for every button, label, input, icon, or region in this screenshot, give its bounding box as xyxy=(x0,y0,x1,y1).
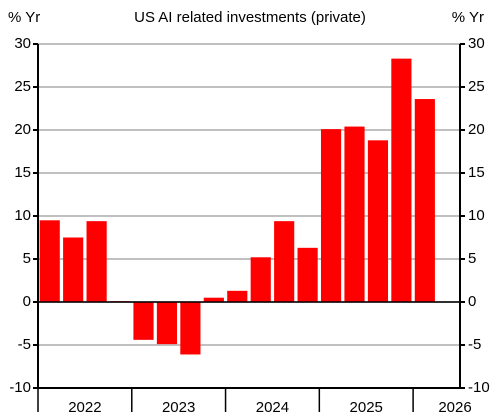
bar xyxy=(320,129,342,302)
bar xyxy=(250,257,271,302)
x-tick-label: 2024 xyxy=(256,399,289,416)
x-tick-label: 2026 xyxy=(438,399,471,416)
y-tick-label: 5 xyxy=(23,250,31,267)
bar xyxy=(156,302,178,345)
y-tick-label: 0 xyxy=(23,293,31,310)
y-axis-label: % Yr xyxy=(8,9,40,26)
x-tick-label: 2025 xyxy=(350,399,383,416)
y2-tick-label: 10 xyxy=(468,207,485,224)
x-tick-label: 2023 xyxy=(162,399,195,416)
y-tick-label: 10 xyxy=(14,207,31,224)
bar xyxy=(297,247,318,302)
chart-title: US AI related investments (private) xyxy=(134,9,366,26)
y-tick-label: 20 xyxy=(14,121,31,138)
bar xyxy=(227,290,248,302)
y2-tick-label: 30 xyxy=(468,35,485,52)
y2-tick-label: -10 xyxy=(468,379,490,396)
y2-tick-label: 0 xyxy=(468,293,476,310)
y-tick-label: 25 xyxy=(14,78,31,95)
bar xyxy=(86,221,107,302)
y2-tick-label: -5 xyxy=(468,336,481,353)
bar xyxy=(414,99,435,302)
y-tick-label: 15 xyxy=(14,164,31,181)
bar xyxy=(367,140,389,302)
bar xyxy=(344,126,365,302)
bar xyxy=(133,302,154,340)
y2-tick-label: 25 xyxy=(468,78,485,95)
bar xyxy=(203,297,224,302)
y-tick-label: 30 xyxy=(14,35,31,52)
bar xyxy=(391,58,412,303)
bar xyxy=(63,237,84,302)
y2-tick-label: 15 xyxy=(468,164,485,181)
y-tick-label: -10 xyxy=(9,379,31,396)
y-tick-label: -5 xyxy=(18,336,31,353)
y2-tick-label: 20 xyxy=(468,121,485,138)
x-tick-label: 2022 xyxy=(68,399,101,416)
bar xyxy=(39,220,60,302)
y2-tick-label: 5 xyxy=(468,250,476,267)
y2-axis-label: % Yr xyxy=(452,9,484,26)
bar xyxy=(180,302,201,355)
bar xyxy=(274,221,295,302)
